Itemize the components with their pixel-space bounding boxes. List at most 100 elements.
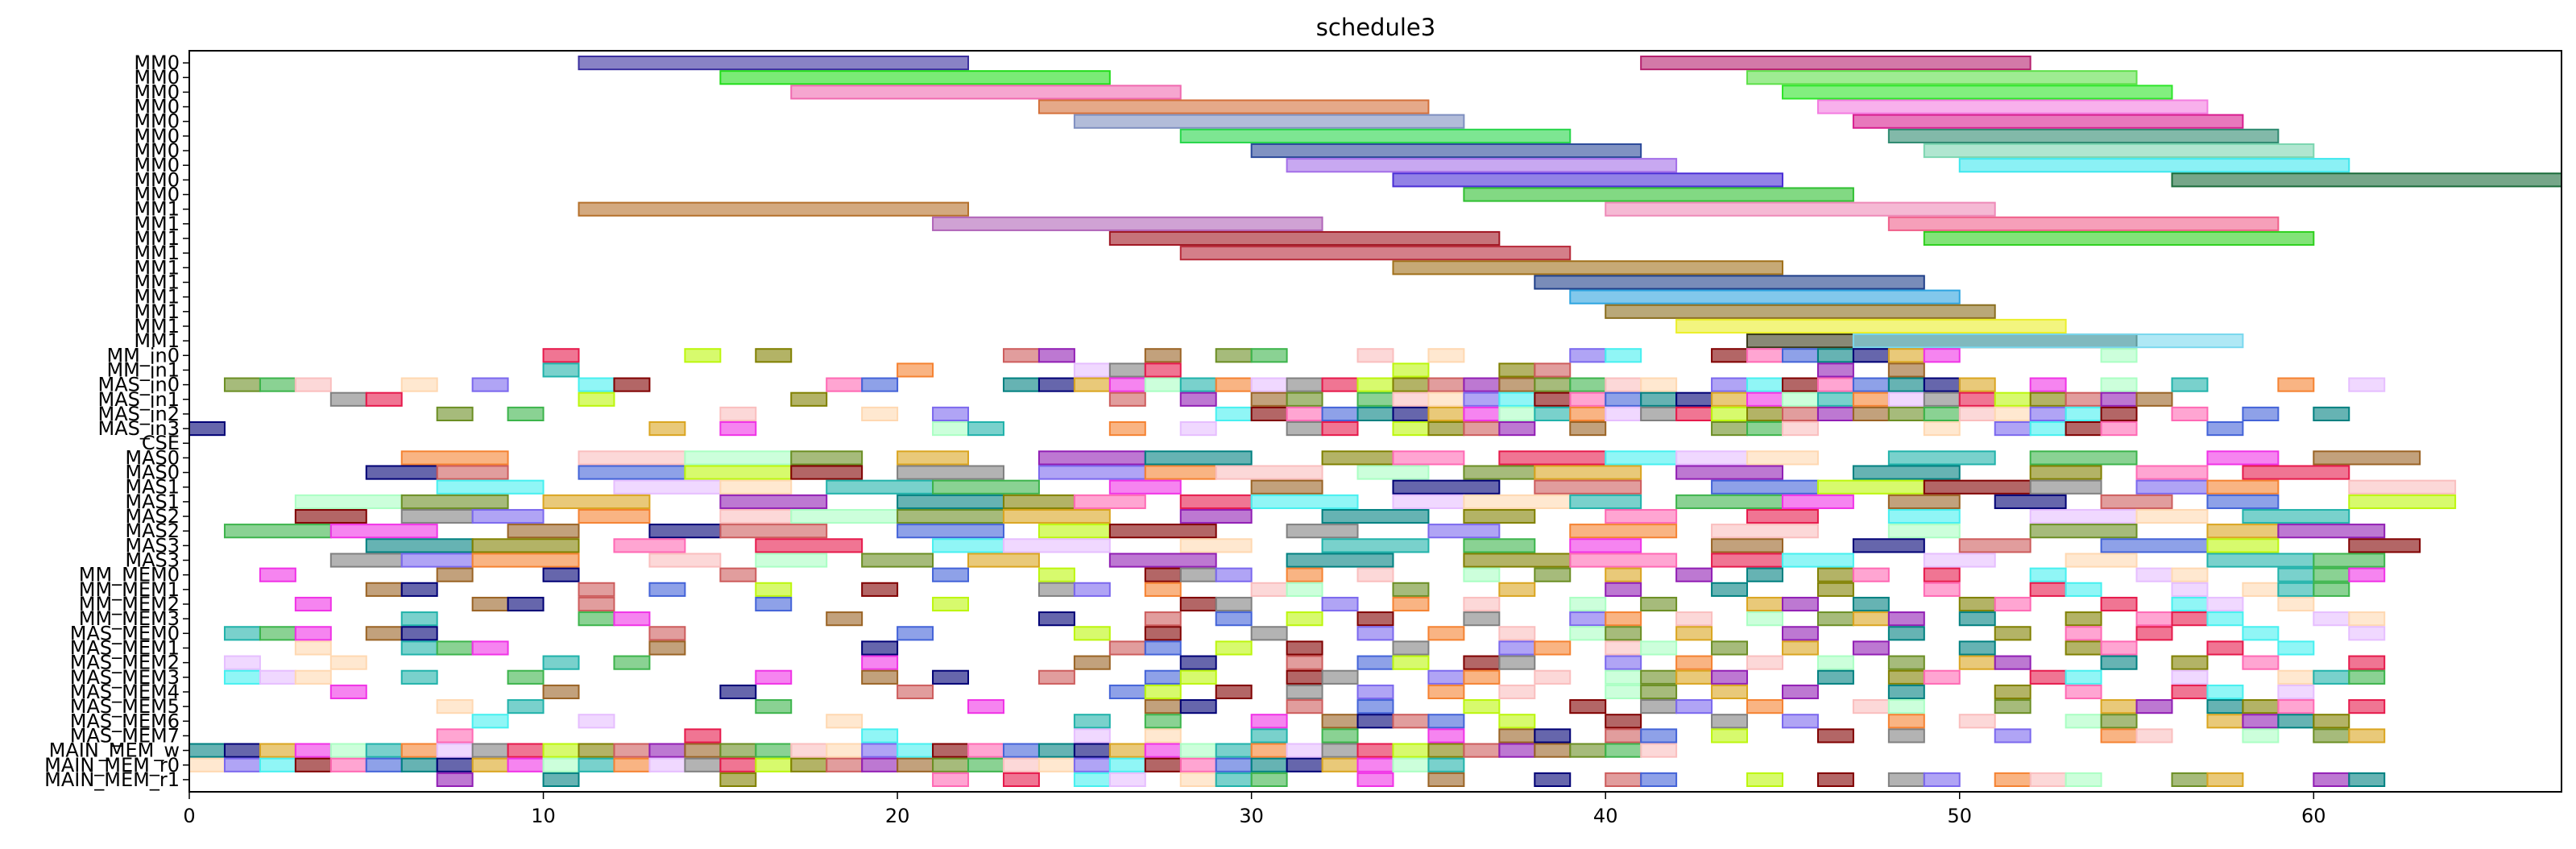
task-block — [2277, 684, 2315, 700]
task-bar — [1923, 143, 2315, 159]
task-block — [400, 553, 474, 568]
task-block — [1816, 611, 1854, 627]
task-block — [507, 406, 545, 421]
task-block — [1144, 450, 1253, 466]
task-block — [578, 757, 615, 772]
task-block — [436, 567, 474, 582]
task-block — [1994, 699, 2031, 714]
task-block — [1356, 465, 1430, 480]
task-block — [1816, 406, 1854, 421]
task-block — [223, 655, 261, 670]
task-block — [1711, 406, 1749, 421]
task-block — [1569, 626, 1607, 641]
task-block — [1887, 655, 1925, 670]
task-block — [1356, 611, 1394, 627]
task-block — [1002, 377, 1040, 392]
task-block — [1286, 655, 1323, 670]
task-block — [1816, 567, 1854, 582]
task-block — [1923, 406, 1961, 421]
task-block — [1887, 626, 1925, 641]
task-block — [1250, 348, 1288, 363]
task-block — [1887, 669, 1925, 685]
task-block — [1250, 714, 1288, 729]
task-block — [2313, 772, 2350, 788]
task-block — [1286, 377, 1323, 392]
task-block — [2100, 538, 2209, 553]
task-block — [897, 362, 934, 378]
task-block — [1179, 421, 1217, 437]
task-bar — [1037, 99, 1430, 114]
task-block — [1144, 567, 1182, 582]
task-block — [967, 743, 1004, 758]
task-block — [2065, 714, 2102, 729]
task-block — [1286, 684, 1323, 700]
task-block — [1463, 421, 1501, 437]
task-block — [932, 772, 970, 788]
task-block — [1994, 391, 2031, 407]
task-block — [1640, 377, 1678, 392]
task-block — [1215, 406, 1253, 421]
task-block — [1640, 684, 1678, 700]
task-block — [1250, 728, 1288, 743]
task-bar — [1923, 230, 2315, 246]
y-tick-label: MM_in1 — [106, 358, 180, 381]
task-block — [1605, 626, 1642, 641]
task-block — [1675, 406, 1713, 421]
task-block — [1711, 479, 1819, 495]
task-block — [1321, 508, 1430, 524]
task-block — [1321, 596, 1359, 612]
task-block — [2135, 626, 2173, 641]
task-block — [365, 582, 403, 597]
task-block — [1711, 714, 1749, 729]
task-block — [1498, 714, 1536, 729]
task-block — [1321, 538, 1430, 553]
task-block — [1427, 421, 1465, 437]
task-block — [1498, 450, 1607, 466]
task-block — [932, 421, 970, 437]
task-block — [1958, 406, 1996, 421]
task-block — [2277, 714, 2315, 729]
y-tick-label: MAIN_MEM_r1 — [44, 768, 180, 791]
task-block — [1215, 743, 1253, 758]
task-block — [1037, 524, 1111, 539]
task-block — [1286, 699, 1323, 714]
task-block — [1640, 743, 1678, 758]
task-block — [1215, 684, 1253, 700]
task-block — [1392, 450, 1465, 466]
task-block — [1392, 406, 1430, 421]
task-block — [1746, 699, 1783, 714]
task-block — [2029, 669, 2067, 685]
task-block — [2277, 640, 2315, 656]
task-block — [223, 524, 332, 539]
y-tick-label: MAS_in0 — [97, 374, 180, 396]
y-tick-label: MAS3 — [125, 534, 180, 557]
task-block — [1250, 772, 1288, 788]
task-block — [648, 743, 686, 758]
y-tick-label: MAS1 — [125, 491, 180, 513]
bars-layer — [188, 56, 2562, 788]
task-block — [1498, 655, 1536, 670]
task-block — [1711, 538, 1783, 553]
task-block — [967, 757, 1004, 772]
task-block — [719, 567, 757, 582]
task-block — [1250, 743, 1288, 758]
task-block — [329, 743, 367, 758]
task-block — [1463, 406, 1501, 421]
task-block — [2313, 553, 2386, 568]
task-block — [613, 538, 686, 553]
task-block — [1852, 611, 1890, 627]
task-block — [471, 377, 509, 392]
task-block — [1215, 611, 1253, 627]
task-block — [1427, 743, 1465, 758]
task-block — [1179, 669, 1217, 685]
task-block — [1781, 421, 1819, 437]
task-block — [1605, 655, 1642, 670]
task-block — [2348, 611, 2386, 627]
task-block — [1498, 684, 1536, 700]
task-block — [1463, 377, 1501, 392]
task-bar — [1179, 246, 1572, 261]
y-tick-label: MM0 — [134, 52, 180, 74]
task-block — [1534, 640, 1572, 656]
y-tick-label: MAS_MEM1 — [70, 636, 180, 659]
task-block — [2206, 640, 2244, 656]
